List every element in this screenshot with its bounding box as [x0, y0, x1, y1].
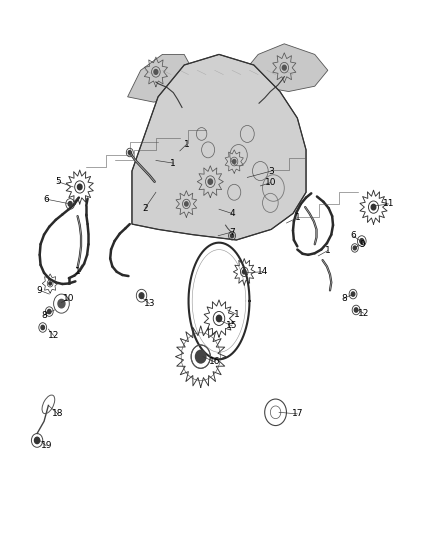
Text: 18: 18	[52, 409, 64, 418]
Circle shape	[49, 282, 51, 285]
Text: 1: 1	[170, 159, 176, 167]
Circle shape	[58, 300, 65, 308]
Circle shape	[216, 316, 222, 321]
Circle shape	[230, 234, 233, 238]
Text: 15: 15	[226, 321, 238, 330]
Text: 9: 9	[37, 286, 42, 295]
Text: 3: 3	[268, 166, 274, 175]
Text: 9: 9	[360, 240, 365, 249]
Text: 1: 1	[184, 140, 189, 149]
Circle shape	[196, 351, 205, 362]
Circle shape	[185, 202, 188, 206]
Text: 4: 4	[229, 209, 235, 218]
Text: 19: 19	[40, 441, 52, 450]
Circle shape	[208, 179, 212, 184]
Text: 10: 10	[63, 294, 74, 303]
Text: 6: 6	[43, 195, 49, 204]
Circle shape	[233, 159, 236, 164]
Circle shape	[35, 437, 40, 443]
Circle shape	[41, 325, 45, 329]
Text: 1: 1	[325, 246, 331, 255]
Circle shape	[128, 151, 131, 155]
Text: 8: 8	[342, 294, 347, 303]
Circle shape	[243, 270, 246, 274]
Circle shape	[283, 65, 286, 70]
Text: 12: 12	[358, 309, 369, 318]
Text: 11: 11	[383, 199, 395, 208]
Text: 7: 7	[229, 228, 235, 237]
Text: 6: 6	[350, 231, 356, 240]
Text: 10: 10	[265, 178, 276, 187]
Polygon shape	[245, 44, 328, 92]
Text: 14: 14	[257, 268, 268, 276]
Text: 13: 13	[144, 299, 155, 308]
Text: 2: 2	[142, 204, 148, 213]
Circle shape	[195, 350, 206, 363]
Circle shape	[353, 246, 357, 250]
Circle shape	[371, 204, 376, 210]
Circle shape	[351, 292, 355, 296]
Text: 5: 5	[55, 177, 61, 186]
Circle shape	[360, 239, 364, 244]
Text: 1: 1	[233, 310, 239, 319]
Circle shape	[139, 293, 144, 298]
Text: 17: 17	[292, 409, 303, 418]
Text: 1: 1	[74, 268, 81, 276]
Text: 1: 1	[294, 213, 300, 222]
Text: 12: 12	[48, 331, 59, 340]
Circle shape	[354, 308, 358, 312]
Circle shape	[154, 69, 158, 74]
Polygon shape	[127, 54, 193, 102]
Circle shape	[68, 201, 72, 206]
Text: 8: 8	[41, 311, 47, 320]
Text: 16: 16	[209, 358, 220, 367]
Polygon shape	[132, 54, 306, 240]
Circle shape	[78, 184, 82, 190]
Circle shape	[47, 310, 51, 314]
